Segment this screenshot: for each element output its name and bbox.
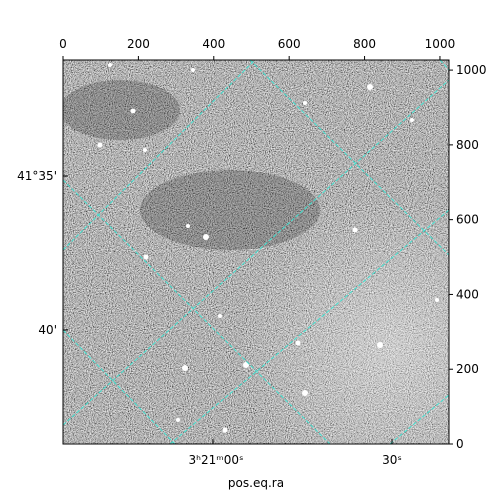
y-tick-label: 1000 bbox=[456, 63, 487, 77]
wcs-x-label: 30ˢ bbox=[382, 453, 402, 467]
wcs-y-label: 41°35' bbox=[17, 169, 57, 183]
wcs-ticks bbox=[63, 175, 393, 444]
x-tick-label: 200 bbox=[127, 37, 150, 51]
x-tick-label: 400 bbox=[202, 37, 225, 51]
x-axis-label: pos.eq.ra bbox=[228, 476, 284, 490]
wcs-x-label: 3ʰ21ᵐ00ˢ bbox=[189, 453, 244, 467]
x-tick-label: 1000 bbox=[425, 37, 456, 51]
x-tick-label: 0 bbox=[59, 37, 67, 51]
y-tick-label: 600 bbox=[456, 213, 479, 227]
y-tick-label: 200 bbox=[456, 362, 479, 376]
y-tick-label: 400 bbox=[456, 287, 479, 301]
sky-image bbox=[63, 60, 449, 444]
axes-frame bbox=[62, 59, 450, 445]
y-tick-label: 800 bbox=[456, 138, 479, 152]
wcs-y-label: 40' bbox=[38, 323, 57, 337]
x-tick-label: 600 bbox=[278, 37, 301, 51]
wcs-grid bbox=[63, 60, 449, 444]
x-tick-label: 800 bbox=[353, 37, 376, 51]
y-tick-label: 0 bbox=[456, 437, 464, 451]
